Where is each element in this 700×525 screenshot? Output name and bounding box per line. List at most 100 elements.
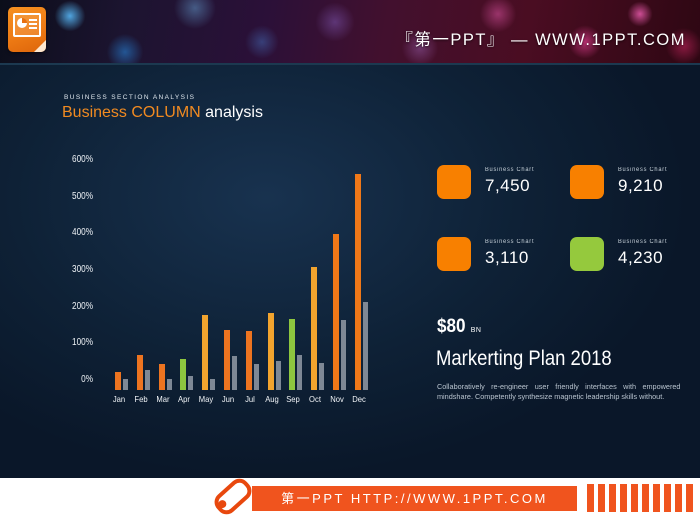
x-tick-label: Dec [351,394,366,404]
stripe [631,484,638,512]
x-tick-label: Feb [134,394,148,404]
pill-icon [210,474,256,519]
bar-primary-apr [180,358,187,390]
bar-secondary-jul [253,363,259,390]
bar-secondary-nov [341,320,346,390]
slide-body: BUSINESS SECTION ANALYSIS Business COLUM… [0,63,700,480]
bar-primary-mar [158,364,165,390]
bar-primary-oct [311,267,318,390]
footer-bar: 第一PPT HTTP://WWW.1PPT.COM [0,474,700,525]
bar-primary-feb [136,355,143,390]
stripe [620,484,627,512]
stat-swatch-icon [437,237,471,271]
bar-group-oct [311,162,326,390]
stat-card-1: Business Chart 7,450 [437,165,570,199]
bar-secondary-feb [144,369,150,390]
y-tick-label: 600% [72,154,93,165]
stripe [653,484,660,512]
y-tick-label: 400% [72,227,93,239]
x-tick-label: Nov [330,394,344,404]
bar-group-jun [224,162,239,390]
bar-secondary-oct [319,362,325,390]
x-tick-label: Jun [221,394,235,404]
stat-label: Business Chart [618,239,668,245]
stat-card-3: Business Chart 3,110 [437,237,570,271]
slide-title-rest: analysis [200,104,263,121]
x-tick-label: Mar [155,394,170,404]
bar-primary-may [202,314,209,390]
bar-secondary-jun [232,355,237,390]
stat-label: Business Chart [485,167,535,173]
bar-group-mar [158,162,174,390]
bar-secondary-may [210,379,216,390]
stat-card-2: Business Chart 9,210 [570,165,689,199]
bar-group-jul [245,162,261,390]
bar-primary-dec [354,173,361,390]
bar-group-dec [354,162,370,390]
bar-group-jan [115,162,130,390]
y-tick-label: 300% [72,264,93,275]
stat-swatch-icon [570,165,604,199]
stat-label: Business Chart [485,239,535,245]
plan-heading: Markerting Plan 2018 [436,347,612,370]
kpi-unit: BN [470,327,482,334]
bar-primary-jul [245,331,252,390]
x-tick-label: May [198,394,214,404]
stripe [598,484,605,512]
bar-group-apr [180,162,195,390]
stat-value: 3,110 [485,248,529,267]
bar-group-sep [289,162,304,390]
kpi-amount: $80 BN [437,316,481,338]
powerpoint-document-icon [8,7,46,52]
stripe [642,484,649,512]
top-banner: 『第一PPT』 — WWW.1PPT.COM [0,0,700,65]
stat-value: 9,210 [618,176,664,195]
bar-secondary-apr [188,376,194,390]
stripe [587,484,594,512]
kpi-value: $80 [437,316,466,337]
bar-group-feb [136,162,152,390]
bar-primary-jan [115,371,121,390]
bar-group-may [202,162,217,390]
footer-link[interactable]: 第一PPT HTTP://WWW.1PPT.COM [252,486,577,511]
stat-label: Business Chart [618,167,668,173]
bar-primary-aug [267,313,274,390]
slide-title-highlight: Business COLUMN [62,104,201,121]
x-tick-label: Jul [244,394,255,404]
bar-group-aug [267,162,283,390]
bar-secondary-sep [297,355,303,390]
stripe [675,484,682,512]
x-tick-label: Aug [264,394,279,404]
x-tick-label: Apr [178,394,191,404]
stat-card-4: Business Chart 4,230 [570,237,689,271]
bar-primary-nov [333,234,339,390]
stripe [664,484,671,512]
bar-secondary-dec [362,302,368,390]
bar-secondary-aug [275,361,281,390]
barcode-stripes [587,484,697,512]
stripe [686,484,693,512]
plan-description: Collaboratively re-engineer user friendl… [437,382,681,401]
bar-secondary-mar [166,379,172,390]
y-tick-label: 0% [81,374,93,385]
x-tick-label: Sep [286,394,301,404]
bar-secondary-jan [123,379,128,390]
x-tick-label: Jan [112,394,126,404]
y-tick-label: 100% [72,337,93,349]
slide-title: Business COLUMN analysis [62,104,263,122]
y-tick-label: 200% [72,300,93,312]
brand-text: 『第一PPT』 — WWW.1PPT.COM [396,31,686,49]
stat-swatch-icon [570,237,604,271]
section-caption: BUSINESS SECTION ANALYSIS [64,94,196,101]
stat-value: 7,450 [485,176,531,195]
x-tick-label: Oct [309,394,322,404]
bar-primary-sep [289,318,296,390]
stat-cards: Business Chart 7,450 Business Chart 9,21… [437,165,689,271]
bar-primary-jun [224,329,230,390]
stat-value: 4,230 [618,248,664,267]
bar-group-nov [333,162,348,390]
chart-plot [107,162,392,390]
stat-swatch-icon [437,165,471,199]
column-chart: 600% 500% 400% 300% 200% 100% 0% Jan Feb Mar Apr M… [55,154,400,422]
